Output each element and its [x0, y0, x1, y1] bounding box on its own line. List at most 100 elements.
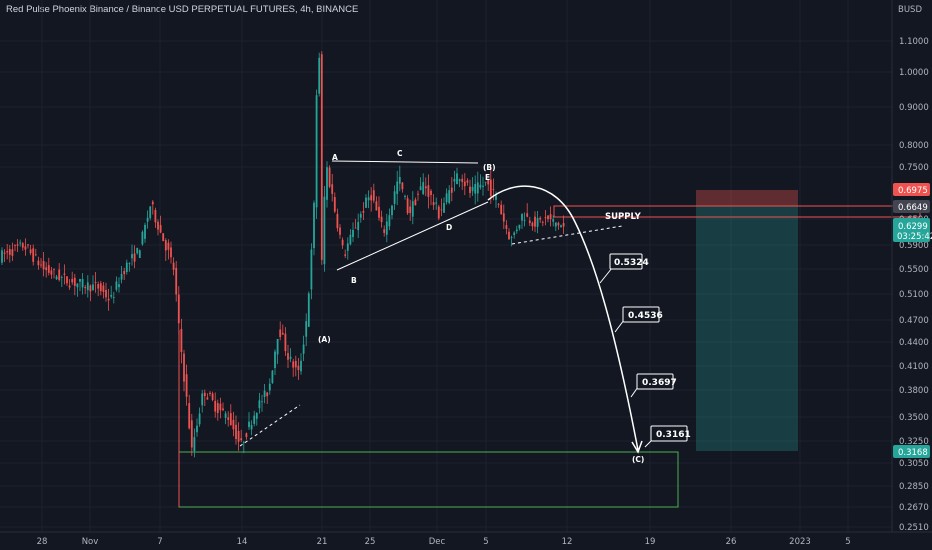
candle-body — [417, 193, 419, 195]
y-tick-label: 0.3500 — [899, 413, 929, 423]
wave-label: A — [332, 153, 338, 162]
candle-body — [261, 401, 263, 403]
candle-body — [258, 400, 261, 409]
candle-body — [383, 229, 386, 233]
candle-body — [313, 202, 315, 249]
candle-body — [110, 294, 113, 297]
candle-body — [149, 206, 152, 219]
candle-body — [562, 223, 565, 227]
candle-body — [242, 442, 245, 444]
candle-body — [495, 195, 497, 200]
candle-body — [8, 249, 11, 255]
candle-body — [541, 221, 544, 223]
candle-body — [292, 361, 295, 368]
candle-body — [84, 287, 87, 289]
candle-body — [388, 215, 391, 227]
candle-body — [323, 196, 326, 265]
projection-target-label: 0.3161 — [656, 430, 691, 440]
y-tick-label: 1.1000 — [899, 37, 929, 47]
candle-body — [422, 182, 425, 195]
x-tick-label: 21 — [317, 537, 328, 547]
projection-target-4: 0.3161 — [644, 425, 691, 448]
candle-body — [276, 338, 279, 355]
candles — [1, 51, 565, 458]
candle-body — [469, 186, 471, 194]
candle-body — [328, 167, 331, 187]
candle-body — [167, 242, 170, 250]
x-tick-label: 28 — [37, 537, 48, 547]
y-tick-label: 0.3800 — [899, 386, 929, 396]
y-tick-label: 0.4100 — [899, 362, 929, 372]
candle-body — [557, 223, 560, 226]
candle-body — [359, 213, 362, 218]
candle-body — [196, 425, 198, 433]
candle-body — [500, 204, 503, 215]
y-tick-label: 0.2670 — [899, 503, 929, 513]
candle-body — [32, 248, 35, 262]
candle-body — [157, 221, 159, 230]
x-tick-label: 25 — [365, 537, 376, 547]
candle-body — [487, 179, 490, 185]
candle-body — [409, 206, 412, 214]
support-dashed-line-2 — [511, 225, 623, 245]
candle-body — [214, 400, 217, 412]
candle-body — [248, 421, 250, 428]
candle-body — [497, 203, 500, 205]
candle-body — [404, 195, 406, 197]
candle-body — [53, 269, 55, 271]
y-tick-label: 0.2850 — [899, 482, 929, 492]
candle-body — [6, 251, 9, 253]
countdown-value: 03:25:42 — [897, 232, 932, 242]
wave-label: E — [485, 173, 490, 182]
y-tick-label: 0.7500 — [899, 163, 929, 173]
price-badge-target: 0.3168 — [893, 445, 930, 458]
candle-body — [352, 229, 354, 238]
candle-body — [391, 205, 393, 216]
candle-body — [120, 273, 123, 280]
demand-zone-box — [178, 451, 679, 508]
candle-body — [146, 217, 149, 222]
candle-body — [326, 167, 328, 200]
y-tick-label: 0.8000 — [899, 141, 929, 151]
candle-body — [466, 180, 469, 183]
candle-body — [443, 203, 445, 213]
x-tick-label: 5 — [483, 537, 488, 547]
candle-body — [193, 437, 196, 451]
candle-body — [489, 179, 492, 197]
candle-body — [198, 413, 201, 425]
candle-body — [177, 294, 180, 324]
candle-body — [128, 262, 131, 264]
x-tick-label: 2023 — [789, 537, 811, 547]
candle-body — [463, 181, 466, 187]
price-badge-value: 0.3168 — [898, 448, 928, 458]
candle-body — [365, 197, 367, 208]
x-tick-label: Dec — [429, 537, 446, 547]
time-axis[interactable]: 28 Nov 7 14 21 25 Dec 5 12 19 26 2023 5 — [37, 537, 851, 547]
candle-body — [172, 262, 175, 270]
candle-body — [484, 181, 487, 183]
candle-body — [34, 254, 37, 256]
candle-body — [297, 365, 300, 370]
x-tick-label: 19 — [645, 537, 656, 547]
candle-body — [458, 179, 461, 181]
candle-body — [440, 209, 443, 211]
price-axis[interactable]: 1.10001.00000.90000.80000.75000.65000.59… — [899, 37, 929, 533]
candle-body — [224, 413, 227, 418]
candle-body — [396, 181, 399, 194]
candle-body — [552, 219, 555, 222]
candle-body — [357, 222, 360, 231]
candle-body — [235, 424, 237, 440]
candle-body — [76, 283, 79, 288]
candle-body — [175, 267, 178, 295]
price-badge-value: 0.6975 — [898, 186, 928, 196]
candle-body — [437, 206, 440, 219]
candle-body — [170, 247, 172, 258]
candle-body — [255, 413, 258, 419]
candle-body — [266, 392, 269, 397]
candle-body — [510, 237, 513, 238]
candle-body — [554, 222, 557, 227]
candle-body — [24, 246, 27, 250]
triangle-lower-line — [336, 201, 489, 271]
candle-body — [245, 433, 248, 438]
